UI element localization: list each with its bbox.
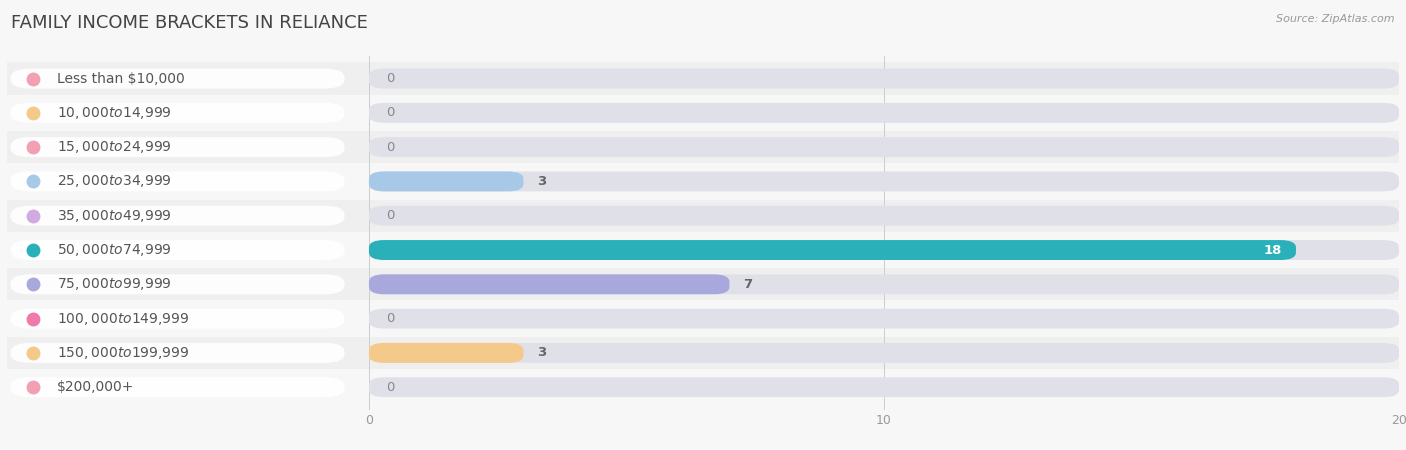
Text: $150,000 to $199,999: $150,000 to $199,999 [58,345,190,361]
FancyBboxPatch shape [10,206,344,225]
Text: 0: 0 [387,72,395,85]
FancyBboxPatch shape [368,343,1399,363]
FancyBboxPatch shape [368,240,1399,260]
FancyBboxPatch shape [10,377,344,397]
FancyBboxPatch shape [368,377,1399,397]
Text: $50,000 to $74,999: $50,000 to $74,999 [58,242,172,258]
FancyBboxPatch shape [10,240,344,260]
Text: $35,000 to $49,999: $35,000 to $49,999 [58,208,172,224]
Text: 0: 0 [387,106,395,119]
FancyBboxPatch shape [10,137,344,157]
Text: FAMILY INCOME BRACKETS IN RELIANCE: FAMILY INCOME BRACKETS IN RELIANCE [11,14,368,32]
FancyBboxPatch shape [7,302,1399,335]
Text: $10,000 to $14,999: $10,000 to $14,999 [58,105,172,121]
Text: 0: 0 [387,209,395,222]
FancyBboxPatch shape [368,274,730,294]
FancyBboxPatch shape [7,63,1399,94]
Text: 0: 0 [387,312,395,325]
FancyBboxPatch shape [10,68,344,89]
FancyBboxPatch shape [368,137,1399,157]
FancyBboxPatch shape [368,103,1399,123]
Text: Source: ZipAtlas.com: Source: ZipAtlas.com [1277,14,1395,23]
FancyBboxPatch shape [7,165,1399,198]
FancyBboxPatch shape [368,68,1399,89]
Text: Less than $10,000: Less than $10,000 [58,72,186,86]
FancyBboxPatch shape [368,343,523,363]
FancyBboxPatch shape [7,371,1399,403]
FancyBboxPatch shape [7,131,1399,163]
FancyBboxPatch shape [7,97,1399,129]
Text: 0: 0 [387,141,395,153]
Text: $25,000 to $34,999: $25,000 to $34,999 [58,173,172,189]
FancyBboxPatch shape [10,274,344,294]
Text: $75,000 to $99,999: $75,000 to $99,999 [58,276,172,292]
FancyBboxPatch shape [368,309,1399,328]
Text: $100,000 to $149,999: $100,000 to $149,999 [58,310,190,327]
Text: 18: 18 [1264,243,1282,256]
FancyBboxPatch shape [368,171,523,191]
FancyBboxPatch shape [10,171,344,191]
FancyBboxPatch shape [10,343,344,363]
FancyBboxPatch shape [368,274,1399,294]
FancyBboxPatch shape [7,268,1399,301]
Text: $15,000 to $24,999: $15,000 to $24,999 [58,139,172,155]
Text: 3: 3 [537,175,547,188]
FancyBboxPatch shape [7,200,1399,232]
Text: 3: 3 [537,346,547,360]
FancyBboxPatch shape [7,337,1399,369]
FancyBboxPatch shape [7,234,1399,266]
FancyBboxPatch shape [10,103,344,123]
FancyBboxPatch shape [368,171,1399,191]
Text: 7: 7 [744,278,752,291]
Text: $200,000+: $200,000+ [58,380,135,394]
FancyBboxPatch shape [10,309,344,328]
FancyBboxPatch shape [368,240,1296,260]
FancyBboxPatch shape [368,206,1399,225]
Text: 0: 0 [387,381,395,394]
